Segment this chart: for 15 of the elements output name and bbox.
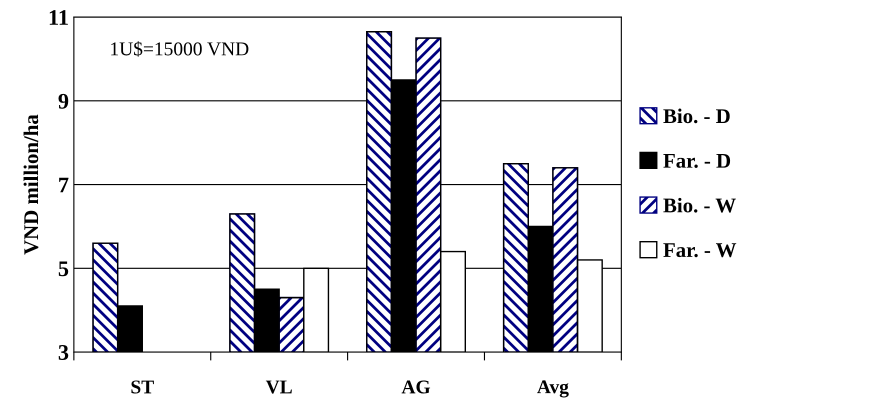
x-tick-label: ST	[131, 380, 154, 394]
legend-label: Bio. - D	[663, 108, 730, 124]
annotation: 1U$=15000 VND	[111, 41, 248, 57]
y-tick-label: 3	[58, 345, 68, 360]
x-tick-label: VL	[266, 380, 292, 394]
legend-label: Bio. - W	[663, 198, 736, 213]
y-tick-label: 5	[58, 261, 68, 276]
y-tick-label: 9	[58, 94, 68, 109]
y-tick-label: 7	[59, 178, 68, 192]
x-tick-label: AG	[402, 380, 430, 394]
y-tick-label: 11	[50, 10, 68, 25]
legend-label: Far. - D	[663, 154, 730, 168]
x-tick-label: Avg	[537, 380, 569, 398]
y-axis-title: VND million/ha	[24, 114, 38, 255]
legend-label: Far. - W	[663, 243, 736, 258]
